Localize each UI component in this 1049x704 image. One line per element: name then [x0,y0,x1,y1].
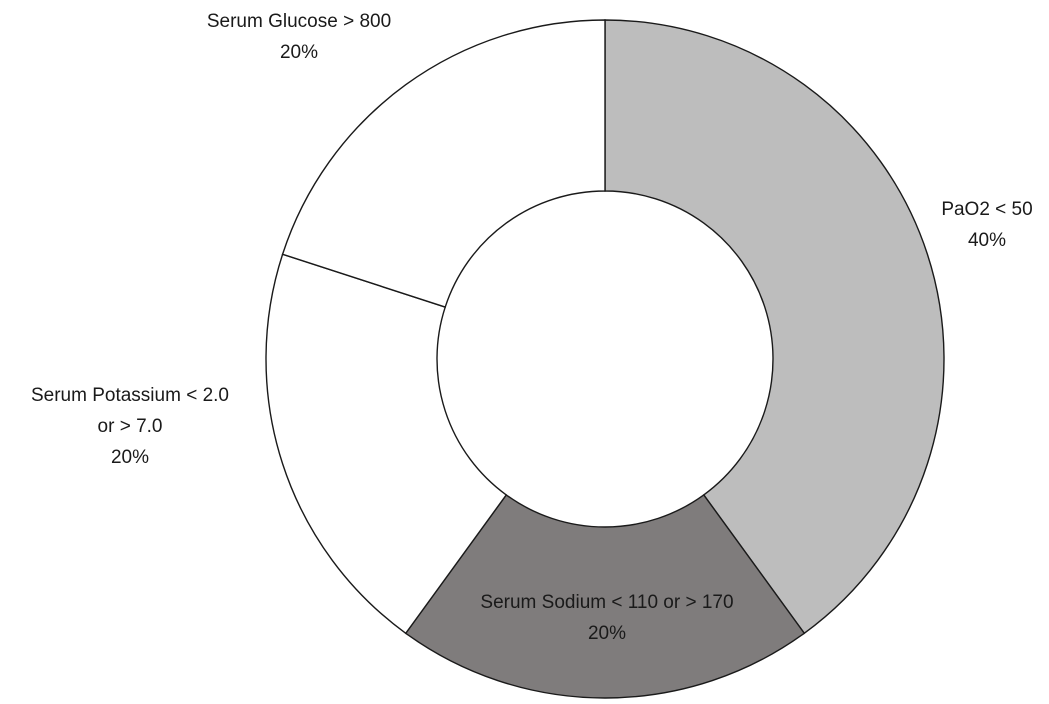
donut-slices [265,19,945,699]
donut-slice-1 [604,19,945,635]
slice-category-label: Serum Potassium < 2.0 [31,385,229,406]
slice-category-label: Serum Glucose > 800 [207,11,391,32]
donut-slice-2 [404,493,806,699]
donut-slice-4 [281,19,606,308]
slice-category-label: or > 7.0 [98,416,163,437]
slice-value-label: 40% [968,230,1006,251]
slice-category-label: PaO2 < 50 [941,199,1032,220]
slice-label-4: Serum Glucose > 800 20% [207,11,391,63]
slice-labels: PaO2 < 50 40% Serum Sodium < 110 or > 170 2… [31,11,1033,644]
slice-label-1: PaO2 < 50 40% [941,199,1032,251]
slice-label-3: Serum Potassium < 2.0 or > 7.0 20% [31,385,229,468]
slice-value-label: 20% [280,42,318,63]
donut-slice-3 [265,253,508,635]
slice-label-2: Serum Sodium < 110 or > 170 20% [480,592,733,644]
slice-value-label: 20% [111,447,149,468]
slice-category-label: Serum Sodium < 110 or > 170 [480,592,733,613]
slice-value-label: 20% [588,623,626,644]
